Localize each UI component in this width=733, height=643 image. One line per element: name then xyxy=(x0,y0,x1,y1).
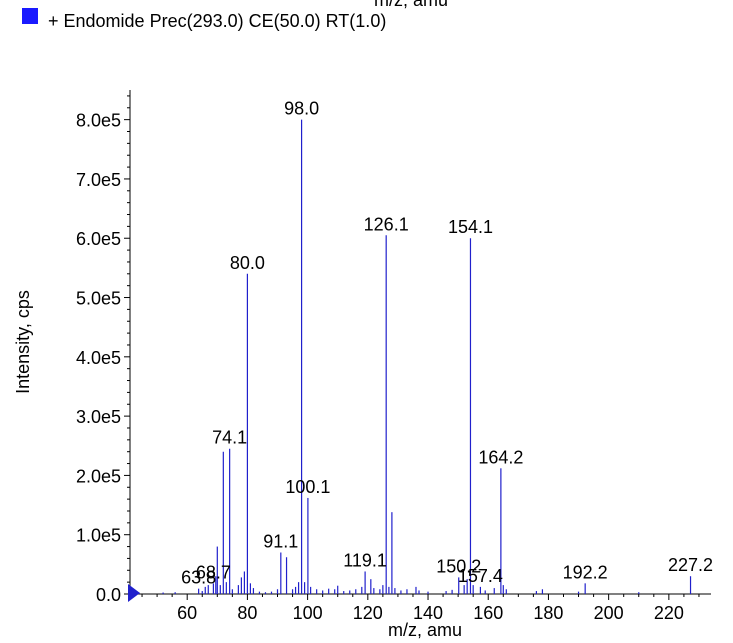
y-tick-label: 8.0e5 xyxy=(76,111,121,131)
legend: + Endomide Prec(293.0) CE(50.0) RT(1.0) xyxy=(22,8,387,33)
x-tick-label: 120 xyxy=(353,603,383,623)
peak-label: 150.2 xyxy=(436,556,481,576)
peak-label: 227.2 xyxy=(668,555,713,575)
peak-label: 98.0 xyxy=(284,99,319,119)
x-tick-label: 200 xyxy=(594,603,624,623)
peak-label: 100.1 xyxy=(285,477,330,497)
y-tick-label: 7.0e5 xyxy=(76,170,121,190)
legend-swatch xyxy=(22,8,38,24)
baseline-marker[interactable] xyxy=(128,584,140,602)
peak-label: 68.7 xyxy=(196,562,231,582)
x-axis-title: m/z, amu xyxy=(388,620,462,640)
x-tick-label: 180 xyxy=(533,603,563,623)
peak-label: 80.0 xyxy=(230,253,265,273)
previous-pane-xaxis-label: m/z, amu xyxy=(374,0,449,10)
x-tick-label: 60 xyxy=(177,603,197,623)
y-tick-label: 1.0e5 xyxy=(76,526,121,546)
peak-label: 63.8 xyxy=(181,568,216,588)
legend-label: + Endomide Prec(293.0) CE(50.0) RT(1.0) xyxy=(48,10,387,31)
peak-label: 74.1 xyxy=(212,428,247,448)
peak-label: 154.1 xyxy=(448,217,493,237)
peak-label: 192.2 xyxy=(563,562,608,582)
y-tick-label: 5.0e5 xyxy=(76,289,121,309)
peak-label: 126.1 xyxy=(364,214,409,234)
x-tick-label: 220 xyxy=(654,603,684,623)
y-tick-label: 3.0e5 xyxy=(76,407,121,427)
peak-label: 164.2 xyxy=(478,447,523,467)
y-tick-label: 0.0 xyxy=(96,585,121,605)
y-tick-label: 6.0e5 xyxy=(76,229,121,249)
y-tick-label: 2.0e5 xyxy=(76,466,121,486)
x-tick-label: 160 xyxy=(473,603,503,623)
y-tick-label: 4.0e5 xyxy=(76,348,121,368)
x-tick-label: 100 xyxy=(293,603,323,623)
x-tick-label: 140 xyxy=(413,603,443,623)
y-axis-title: Intensity, cps xyxy=(13,290,33,394)
peak-label: 91.1 xyxy=(263,531,298,551)
x-tick-label: 80 xyxy=(237,603,257,623)
peak-label: 119.1 xyxy=(343,550,387,570)
peak-label: 157.4 xyxy=(458,566,503,586)
